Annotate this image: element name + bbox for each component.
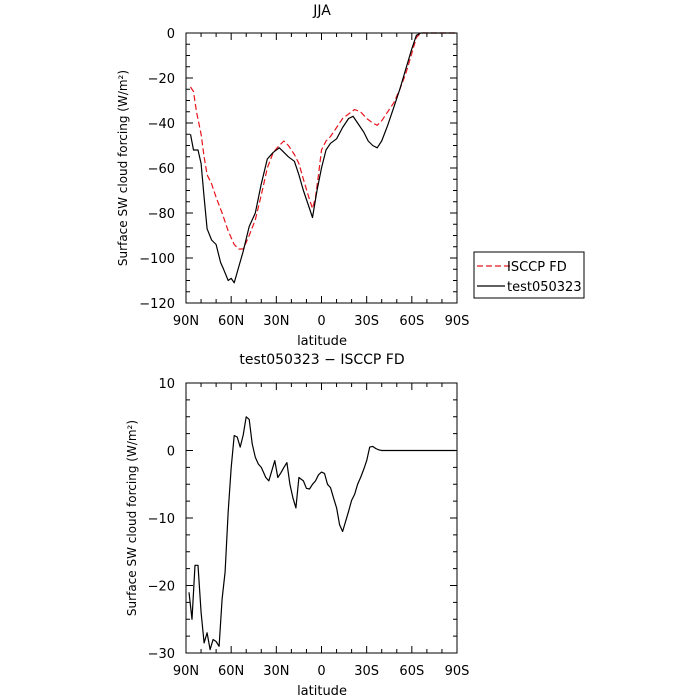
legend-label-test: test050323 [507,280,582,295]
top-x-tick-label: 30N [263,314,289,329]
top-x-tick-label: 90N [173,314,199,329]
top-x-tick-label: 0 [317,314,325,329]
bottom-y-tick-label: 0 [167,445,175,460]
top-series-line-1 [189,32,456,284]
bottom-y-tick-label: 10 [158,377,175,392]
top-y-tick-label: 0 [167,27,175,42]
bottom-series-line-0 [188,416,456,651]
bottom-x-axis-label: latitude [297,684,347,699]
top-y-axis-label: Surface SW cloud forcing (W/m²) [116,70,130,266]
top-x-tick-label: 90S [445,314,470,329]
top-y-tick-label: −100 [139,252,175,267]
top-x-axis-label: latitude [297,334,347,349]
legend-label-isccp: ISCCP FD [507,260,567,275]
bottom-y-tick-label: −10 [148,512,175,527]
top-y-tick-label: −80 [148,207,175,222]
bottom-series [188,416,456,651]
bottom-y-axis-label: Surface SW cloud forcing (W/m²) [125,420,139,616]
top-series [189,32,456,284]
bottom-plot-frame [185,382,458,654]
bottom-x-tick-label: 90N [173,664,199,679]
bottom-ticks: 90N 60N 30N 0 30S 60S 90S 10 0 −10 −20 −30 [148,377,470,679]
top-y-tick-label: −20 [148,72,175,87]
bottom-y-tick-label: −20 [148,580,175,595]
legend-box [473,251,585,299]
legend: ISCCP FD test050323 [473,251,585,299]
bottom-panel: test050323 − ISCCP FD 90N 60N 30N 0 30S 60S 90… [125,352,469,699]
bottom-x-tick-label: 60N [218,664,244,679]
top-panel: JJA 90N 60N 30N 0 30S 60S 90S 0 −20 −40 −60 −80 −100… [116,3,469,349]
top-y-tick-label: −40 [148,117,175,132]
top-x-tick-label: 60N [218,314,244,329]
bottom-x-tick-label: 0 [317,664,325,679]
top-y-tick-label: −120 [139,297,175,312]
top-y-tick-label: −60 [148,162,175,177]
top-ticks: 90N 60N 30N 0 30S 60S 90S 0 −20 −40 −60 −80 −100 −120 [139,27,469,329]
bottom-x-tick-label: 90S [445,664,470,679]
top-chart-title: JJA [312,3,331,19]
top-series-line-0 [190,32,456,250]
bottom-y-tick-label: −30 [148,647,175,662]
bottom-x-tick-label: 30N [263,664,289,679]
bottom-x-tick-label: 60S [399,664,424,679]
top-x-tick-label: 60S [399,314,424,329]
bottom-x-tick-label: 30S [354,664,379,679]
bottom-chart-title: test050323 − ISCCP FD [239,352,404,368]
top-x-tick-label: 30S [354,314,379,329]
top-plot-frame [185,32,458,304]
